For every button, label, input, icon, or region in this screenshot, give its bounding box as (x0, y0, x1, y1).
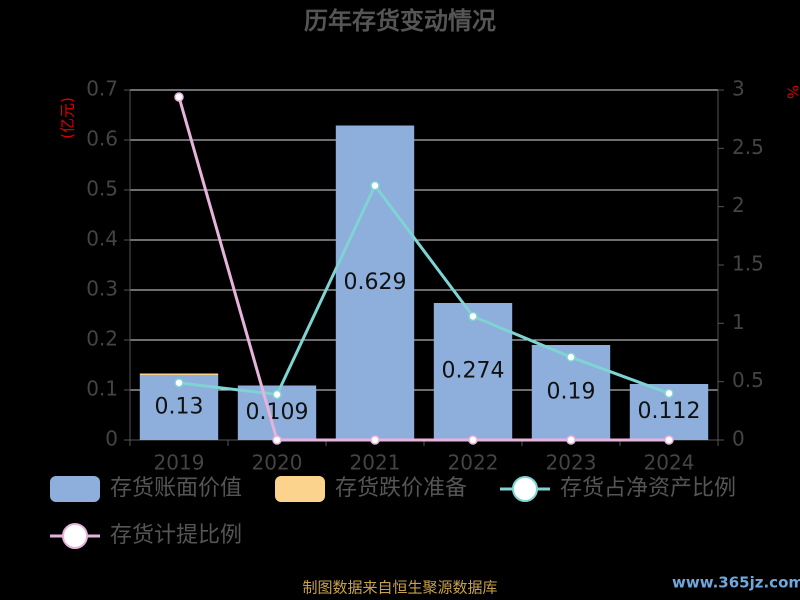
x-tick-label: 2021 (350, 451, 401, 475)
value-label: 0.109 (246, 400, 309, 425)
y2-tick-label: 0 (732, 427, 745, 451)
legend-label: 存货计提比例 (110, 523, 242, 548)
value-label: 0.13 (155, 395, 204, 420)
x-tick-label: 2023 (546, 451, 597, 475)
line-point (566, 352, 576, 362)
bar (139, 373, 219, 375)
value-label: 0.19 (547, 380, 596, 405)
line-point (566, 435, 576, 445)
y2-tick-label: 2.5 (732, 135, 764, 159)
source-note: 制图数据来自恒生聚源数据库 (302, 579, 497, 597)
y2-tick-label: 2 (732, 193, 745, 217)
y2-tick-label: 1 (732, 310, 745, 334)
value-label: 0.112 (638, 399, 701, 424)
x-tick-label: 2020 (252, 451, 303, 475)
y-tick-label: 0 (105, 427, 118, 451)
y2-axis-label: % (784, 85, 800, 99)
legend-label: 存货占净资产比例 (560, 476, 736, 501)
y-tick-label: 0.1 (86, 377, 118, 401)
x-tick-label: 2022 (448, 451, 499, 475)
legend-marker (62, 523, 88, 549)
line-point (174, 378, 184, 388)
x-tick-label: 2019 (154, 451, 205, 475)
legend-marker (512, 476, 538, 502)
y-tick-label: 0.2 (86, 327, 118, 351)
y2-tick-label: 1.5 (732, 252, 764, 276)
y2-tick-label: 0.5 (732, 368, 764, 392)
legend-label: 存货跌价准备 (335, 476, 467, 501)
value-label: 0.274 (442, 359, 505, 384)
line-point (174, 92, 184, 102)
line-point (468, 311, 478, 322)
chart-title: 历年存货变动情况 (304, 7, 496, 35)
y-tick-label: 0.5 (86, 177, 118, 201)
line-point (664, 435, 674, 445)
line-series (177, 96, 669, 442)
line-point (370, 180, 380, 191)
line-point (664, 388, 674, 399)
value-label: 0.629 (344, 270, 407, 295)
legend-swatch (50, 476, 100, 502)
watermark: www.365jz.com (672, 574, 800, 592)
line-series (178, 182, 670, 397)
bar (335, 125, 415, 440)
y-axis-label: (亿元) (59, 97, 77, 139)
y2-tick-label: 3 (732, 77, 745, 101)
y-tick-label: 0.6 (86, 127, 118, 151)
line-point (272, 389, 282, 400)
y-tick-label: 0.7 (86, 77, 118, 101)
line-point (370, 435, 380, 445)
line-point (272, 435, 282, 445)
legend-swatch (275, 476, 325, 502)
y-tick-label: 0.3 (86, 277, 118, 301)
line-point (468, 435, 478, 445)
y-tick-label: 0.4 (86, 227, 118, 251)
x-tick-label: 2024 (644, 451, 695, 475)
legend-label: 存货账面价值 (110, 476, 242, 501)
